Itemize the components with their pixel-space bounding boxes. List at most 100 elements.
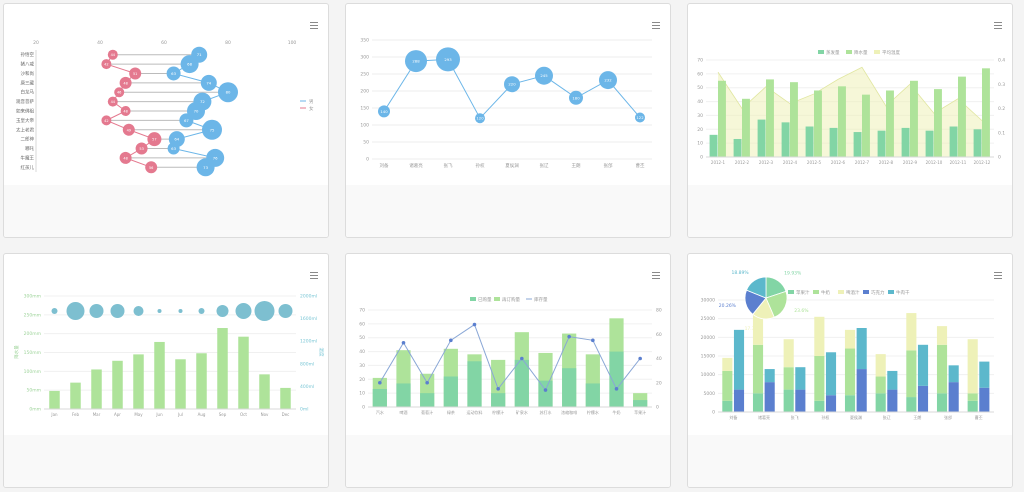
- stock-line: [379, 323, 641, 392]
- precipitation-bar: [886, 90, 894, 157]
- y2-tick-label: 800ml: [300, 361, 314, 367]
- legend-item-swatch: [863, 290, 869, 294]
- y2-tick-label: 1600ml: [300, 316, 317, 322]
- y2-tick-label: 20: [656, 380, 662, 386]
- bar-segment: [948, 365, 959, 383]
- y-tick-label: 25000: [701, 316, 715, 322]
- temperature-bubble: [278, 304, 293, 318]
- temperature-bubble: [110, 304, 125, 318]
- data-point: [599, 71, 617, 90]
- y-tick-label: 沙和尚: [21, 70, 35, 77]
- x-tick-label: Dec: [282, 412, 290, 417]
- stock-point: [425, 380, 429, 385]
- y-tick-label: 0: [362, 405, 365, 411]
- bar-segment: [722, 400, 733, 412]
- precipitation-bar: [238, 336, 249, 409]
- male-point-label: 76: [213, 155, 218, 160]
- y-tick-label: 30: [697, 113, 703, 119]
- bar-segment: [875, 393, 886, 412]
- purchased-bar: [396, 383, 411, 407]
- female-point: [129, 67, 142, 80]
- legend-item-swatch: [813, 290, 819, 294]
- y-tick-label: 200: [360, 89, 369, 95]
- menu-icon[interactable]: [994, 272, 1002, 279]
- bar-segment: [814, 356, 825, 401]
- bar-segment: [783, 339, 794, 368]
- y2-tick-label: 0.2: [998, 106, 1005, 112]
- y2-tick-label: 40: [656, 356, 662, 362]
- card-footer: [688, 185, 1012, 237]
- male-point: [202, 119, 222, 140]
- temperature-bubble: [51, 308, 58, 314]
- x-tick-label: 曹丕: [975, 414, 983, 420]
- bar-segment: [844, 329, 856, 349]
- female-point-label: 42: [104, 63, 108, 67]
- y-tick-label: 10000: [701, 372, 715, 378]
- x-tick-label: 60: [161, 40, 167, 46]
- bar-segment: [979, 361, 990, 388]
- female-point: [122, 123, 135, 136]
- pie-slice: [765, 290, 788, 318]
- x-tick-label: 2012-6: [831, 160, 846, 165]
- x-tick-label: 张郃: [604, 162, 613, 169]
- x-tick-label: 浓缩咖啡: [561, 409, 577, 415]
- precipitation-bar: [958, 76, 966, 157]
- menu-icon[interactable]: [310, 272, 318, 279]
- menu-icon[interactable]: [310, 22, 318, 29]
- y-tick-label: 0: [366, 157, 369, 163]
- data-label: 245: [540, 73, 548, 78]
- legend-item-label: 巧克力: [871, 289, 885, 296]
- evaporation-bar: [757, 119, 766, 157]
- legend-item-label: 牛肉干: [896, 289, 910, 296]
- menu-icon[interactable]: [652, 22, 660, 29]
- x-tick-label: 刘备: [380, 162, 389, 169]
- x-tick-label: 刘备: [729, 414, 737, 420]
- x-tick-label: May: [134, 412, 143, 417]
- x-tick-label: 诸葛亮: [409, 162, 423, 169]
- y-tick-label: 70: [359, 308, 365, 314]
- x-tick-label: 孙权: [821, 414, 829, 420]
- y-tick-label: 50: [697, 85, 703, 91]
- dumbbell-chart: 20 40 60 80 100 孙悟空猪八戒沙和尚唐三藏白龙马观音菩萨如来佛祖玉皇大帝太上…: [16, 40, 314, 177]
- x-tick-label: 40: [97, 40, 103, 46]
- female-point: [120, 106, 131, 116]
- x-tick-label: 2012-9: [903, 160, 918, 165]
- data-label: 293: [444, 57, 452, 62]
- bar-segment: [875, 376, 886, 394]
- bar-segment: [948, 382, 959, 412]
- data-point: [378, 105, 390, 118]
- x-tick-label: 夏侯渊: [505, 162, 519, 169]
- y-tick-label: 二郎神: [21, 136, 35, 143]
- data-label: 140: [380, 109, 388, 114]
- bar-segment: [936, 393, 948, 412]
- menu-icon[interactable]: [994, 22, 1002, 29]
- precipitation-bar: [742, 98, 750, 157]
- purchased-bar: [538, 380, 553, 407]
- precipitation-bar: [112, 360, 123, 409]
- x-tick-label: 曹丕: [636, 162, 645, 169]
- precipitation-bar: [910, 80, 918, 157]
- male-point: [166, 66, 181, 81]
- male-point-label: 71: [197, 52, 202, 57]
- male-point: [167, 142, 180, 155]
- legend-precipitation-swatch: [846, 50, 852, 54]
- x-tick-label: 2012-7: [855, 160, 870, 165]
- bar-area-chart: 0 10 20 30 40 50 60 70 0 0.1 0.2 0.3 0.4 2012-1 2012-2…: [697, 49, 1005, 165]
- legend-female-label: 女: [309, 105, 314, 112]
- male-point: [180, 55, 199, 74]
- precipitation-bar: [280, 387, 291, 409]
- menu-icon[interactable]: [652, 272, 660, 279]
- card-bar-bubble: 0mm 50mm 100mm 150mm 200mm 250mm 300mm 0ml 400ml…: [3, 253, 329, 488]
- precipitation-bar: [196, 353, 207, 409]
- y2-tick-label: 60: [656, 332, 662, 338]
- y2-tick-label: 0.1: [998, 130, 1005, 136]
- bar-segment: [722, 370, 733, 401]
- y-tick-label: 150mm: [24, 350, 41, 356]
- stock-point: [638, 356, 642, 361]
- female-point: [119, 76, 132, 89]
- stock-point: [591, 338, 595, 343]
- bar-segment: [936, 326, 948, 345]
- x-tick-label: 王朗: [572, 162, 581, 169]
- pie-label: 23.6%: [794, 308, 809, 314]
- x-tick-label: 运动饮料: [467, 409, 483, 415]
